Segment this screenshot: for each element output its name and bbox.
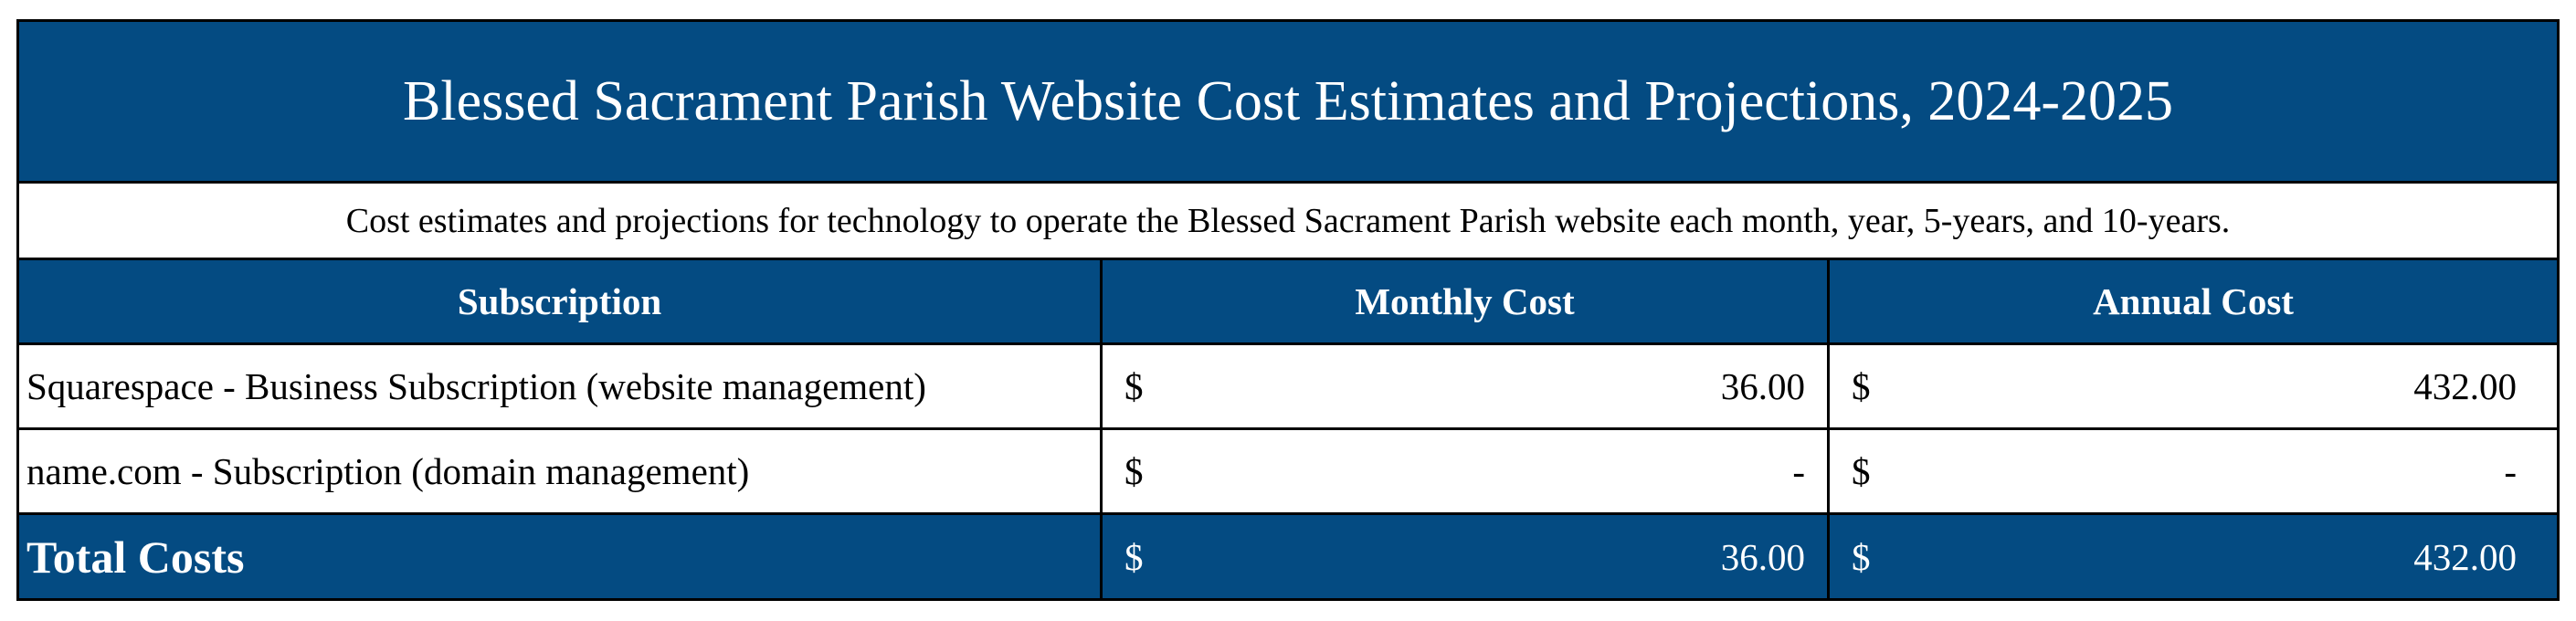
total-label-cell[interactable]: Total Costs [19,515,1103,598]
monthly-cost-value: - [1792,450,1805,492]
table-row: name.com - Subscription (domain manageme… [19,430,2557,515]
column-header-monthly-cost[interactable]: Monthly Cost [1103,260,1830,342]
table-description: Cost estimates and projections for techn… [345,201,2231,240]
subscription-name: name.com - Subscription (domain manageme… [26,450,750,492]
currency-symbol: $ [1852,450,1871,492]
currency-symbol: $ [1124,365,1144,407]
table-title-row: Blessed Sacrament Parish Website Cost Es… [19,22,2557,184]
subscription-name: Squarespace - Business Subscription (web… [26,365,926,407]
total-monthly-cost-cell[interactable]: $ 36.00 [1103,515,1830,598]
total-annual-cost-value: 432.00 [2413,535,2517,578]
cost-table: Blessed Sacrament Parish Website Cost Es… [16,19,2560,601]
table-row: Squarespace - Business Subscription (web… [19,345,2557,430]
currency-symbol: $ [1852,365,1871,407]
currency-symbol: $ [1852,535,1871,578]
column-header-annual-cost-label: Annual Cost [2093,280,2294,322]
monthly-cost-cell[interactable]: $ 36.00 [1103,345,1830,427]
total-label: Total Costs [26,531,245,583]
column-header-subscription-label: Subscription [457,280,662,322]
total-row: Total Costs $ 36.00 $ 432.00 [19,515,2557,598]
annual-cost-cell[interactable]: $ - [1830,430,2557,512]
subscription-name-cell[interactable]: Squarespace - Business Subscription (web… [19,345,1103,427]
column-header-monthly-cost-label: Monthly Cost [1355,280,1575,322]
column-header-annual-cost[interactable]: Annual Cost [1830,260,2557,342]
table-title: Blessed Sacrament Parish Website Cost Es… [403,69,2173,132]
currency-symbol: $ [1124,450,1144,492]
column-header-row: Subscription Monthly Cost Annual Cost [19,260,2557,345]
annual-cost-cell[interactable]: $ 432.00 [1830,345,2557,427]
table-description-row: Cost estimates and projections for techn… [19,184,2557,260]
column-header-subscription[interactable]: Subscription [19,260,1103,342]
monthly-cost-cell[interactable]: $ - [1103,430,1830,512]
currency-symbol: $ [1124,535,1144,578]
annual-cost-value: - [2504,450,2517,492]
annual-cost-value: 432.00 [2413,365,2517,407]
monthly-cost-value: 36.00 [1720,365,1805,407]
subscription-name-cell[interactable]: name.com - Subscription (domain manageme… [19,430,1103,512]
total-annual-cost-cell[interactable]: $ 432.00 [1830,515,2557,598]
total-monthly-cost-value: 36.00 [1720,535,1805,578]
